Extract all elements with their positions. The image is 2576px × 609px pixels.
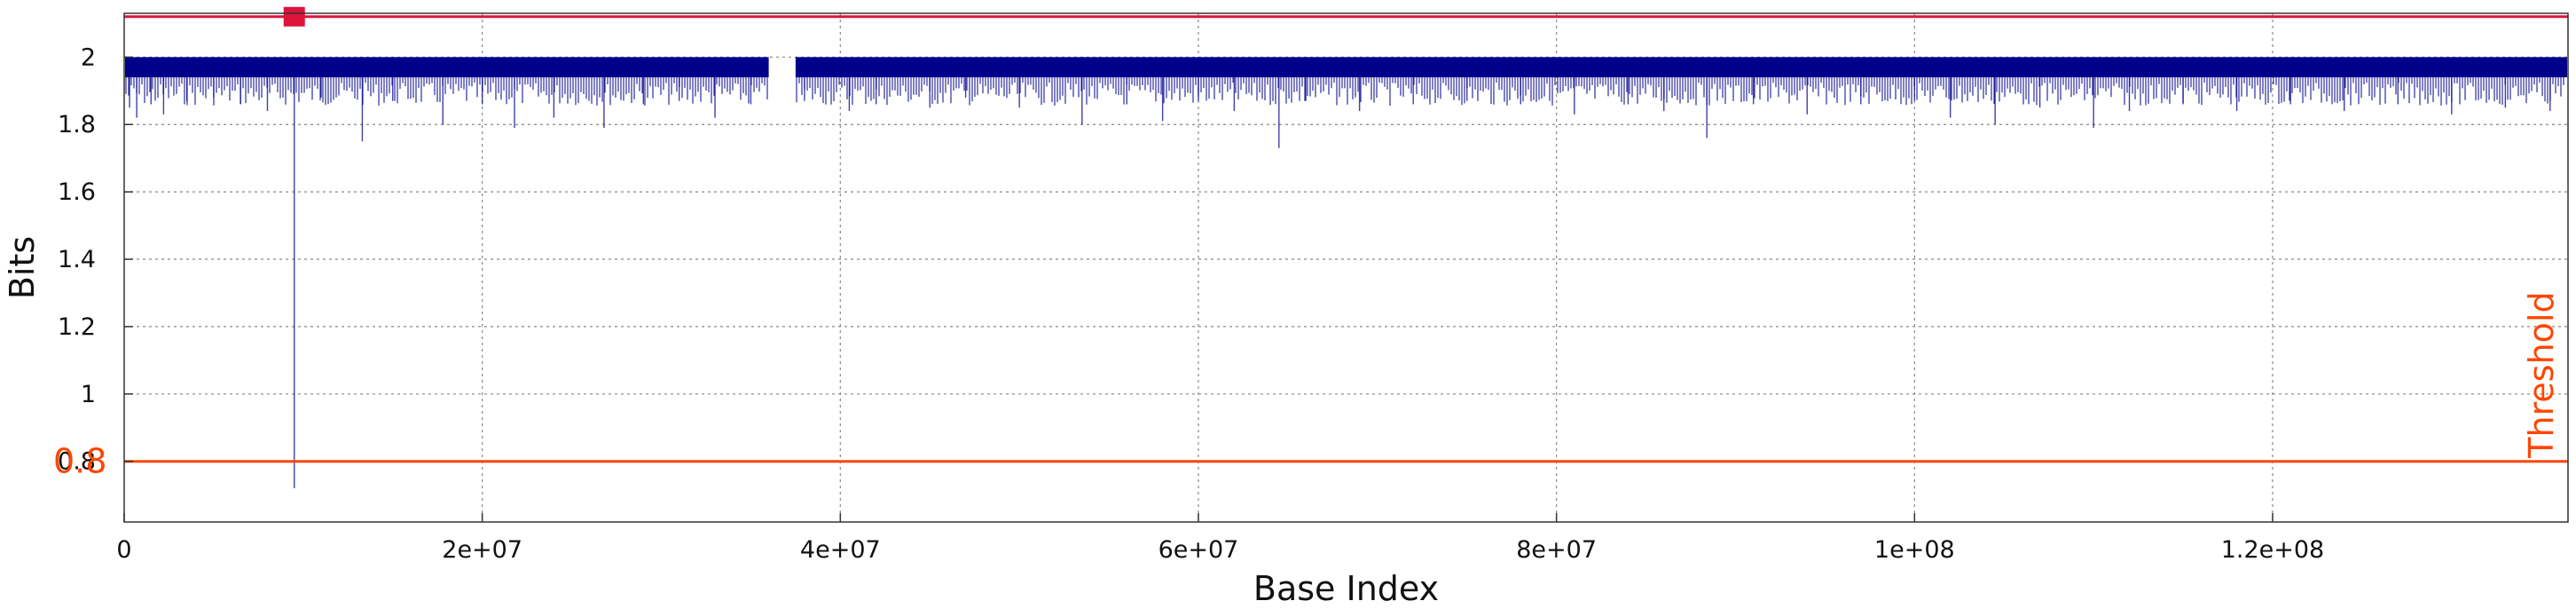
series-band <box>795 57 2567 78</box>
x-axis-title: Base Index <box>1253 569 1439 608</box>
y-tick-label: 0.8 <box>58 448 96 476</box>
top-marker <box>283 6 305 27</box>
y-tick-label: 1.4 <box>58 246 96 273</box>
x-tick-label: 4e+07 <box>800 536 881 564</box>
x-tick-label: 0 <box>116 536 131 564</box>
threshold-value-label: 0.8 <box>53 442 106 481</box>
reference-lines <box>124 6 2568 463</box>
series-band <box>125 57 769 78</box>
grid-lines <box>124 13 2568 522</box>
y-tick-label: 1.8 <box>58 111 96 138</box>
x-tick-label: 2e+07 <box>442 536 522 564</box>
x-tick-label: 1e+08 <box>1874 536 1955 564</box>
x-tick-label: 8e+07 <box>1516 536 1597 564</box>
y-axis-title: Bits <box>3 236 42 299</box>
y-tick-label: 1 <box>81 381 96 408</box>
series-bits <box>125 57 2567 489</box>
y-tick-label: 1.2 <box>58 313 96 341</box>
threshold-label: Threshold <box>2522 291 2561 458</box>
y-axis-ticks: 0.8 1 1.2 1.4 1.6 1.8 2 <box>58 44 133 476</box>
y-tick-label: 1.6 <box>58 178 96 206</box>
y-tick-label: 2 <box>81 44 96 71</box>
x-tick-label: 6e+07 <box>1158 536 1239 564</box>
x-tick-label: 1.2e+08 <box>2221 536 2325 564</box>
plot-frame <box>123 12 2569 523</box>
x-axis-ticks: 0 2e+07 4e+07 6e+07 8e+07 1e+08 1.2e+08 <box>116 513 2324 564</box>
